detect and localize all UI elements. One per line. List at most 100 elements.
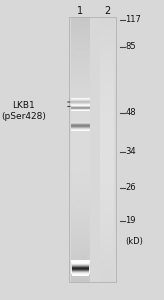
Bar (71, 262, 90, 263)
Bar (71, 126, 90, 128)
Bar (72, 263, 89, 264)
Bar (71, 234, 90, 237)
Bar (71, 176, 90, 178)
Bar (72, 262, 89, 263)
Bar (100, 184, 114, 187)
Bar (71, 67, 90, 70)
Bar (78, 260, 79, 261)
Bar (100, 46, 114, 49)
Bar (100, 96, 114, 99)
Bar (100, 78, 114, 80)
Bar (71, 250, 90, 253)
Bar (71, 271, 90, 272)
Bar (71, 221, 90, 224)
Bar (72, 271, 89, 272)
Bar (100, 126, 114, 128)
Bar (71, 200, 90, 202)
Bar (100, 189, 114, 192)
Text: 48: 48 (125, 108, 136, 117)
Bar (102, 266, 103, 267)
Bar (71, 194, 90, 197)
Bar (71, 237, 90, 240)
Bar (72, 269, 89, 270)
Bar (89, 254, 90, 255)
Bar (79, 76, 80, 77)
Bar (100, 30, 114, 33)
Bar (105, 224, 106, 225)
Bar (100, 197, 114, 200)
Text: 19: 19 (125, 216, 136, 225)
Bar (89, 234, 90, 235)
Bar (89, 217, 90, 218)
Bar (108, 221, 109, 222)
Bar (100, 102, 114, 104)
Bar (71, 192, 90, 194)
Bar (71, 184, 90, 187)
Bar (74, 122, 75, 123)
Bar (71, 104, 90, 107)
Bar (71, 112, 90, 115)
Bar (71, 17, 90, 20)
Bar (100, 62, 114, 64)
Bar (100, 147, 114, 149)
Bar (110, 163, 111, 164)
Bar (81, 64, 82, 65)
Bar (100, 35, 114, 38)
Bar (100, 31, 101, 32)
Bar (71, 226, 90, 229)
Bar (85, 113, 86, 114)
Text: 1: 1 (77, 7, 83, 16)
Bar (71, 131, 90, 134)
Bar (71, 128, 90, 129)
Bar (73, 76, 74, 77)
Bar (82, 224, 83, 225)
Bar (71, 51, 90, 54)
Bar (71, 124, 90, 125)
Bar (103, 220, 104, 221)
Bar (107, 33, 108, 34)
Bar (107, 47, 108, 48)
Bar (82, 113, 83, 114)
Bar (72, 268, 89, 269)
Bar (100, 216, 114, 218)
Bar (100, 165, 114, 168)
Bar (71, 270, 90, 271)
Bar (78, 37, 79, 38)
Bar (87, 280, 88, 281)
Bar (100, 22, 114, 25)
Bar (100, 128, 114, 131)
Bar (110, 132, 111, 133)
Bar (100, 28, 114, 30)
Bar (100, 67, 114, 70)
Bar (71, 165, 90, 168)
Text: 85: 85 (125, 42, 136, 51)
Bar (100, 91, 114, 94)
Bar (83, 257, 84, 258)
Bar (100, 194, 114, 197)
Bar (79, 224, 80, 225)
Bar (71, 205, 90, 208)
Bar (100, 234, 114, 237)
Bar (100, 152, 114, 155)
Bar (71, 57, 90, 59)
Bar (71, 128, 90, 131)
Bar (71, 73, 90, 75)
Bar (100, 224, 114, 226)
Bar (71, 122, 90, 123)
Bar (71, 181, 90, 184)
Bar (100, 245, 114, 247)
Bar (71, 75, 90, 78)
Bar (71, 144, 90, 147)
Bar (100, 213, 114, 216)
Bar (71, 30, 90, 33)
Bar (71, 216, 90, 218)
Bar (100, 218, 114, 221)
Bar (71, 158, 90, 160)
Bar (71, 41, 90, 44)
Bar (71, 49, 90, 51)
Bar (71, 253, 90, 256)
Bar (71, 88, 90, 91)
Bar (114, 50, 115, 51)
Bar (79, 155, 80, 156)
Bar (71, 279, 90, 282)
